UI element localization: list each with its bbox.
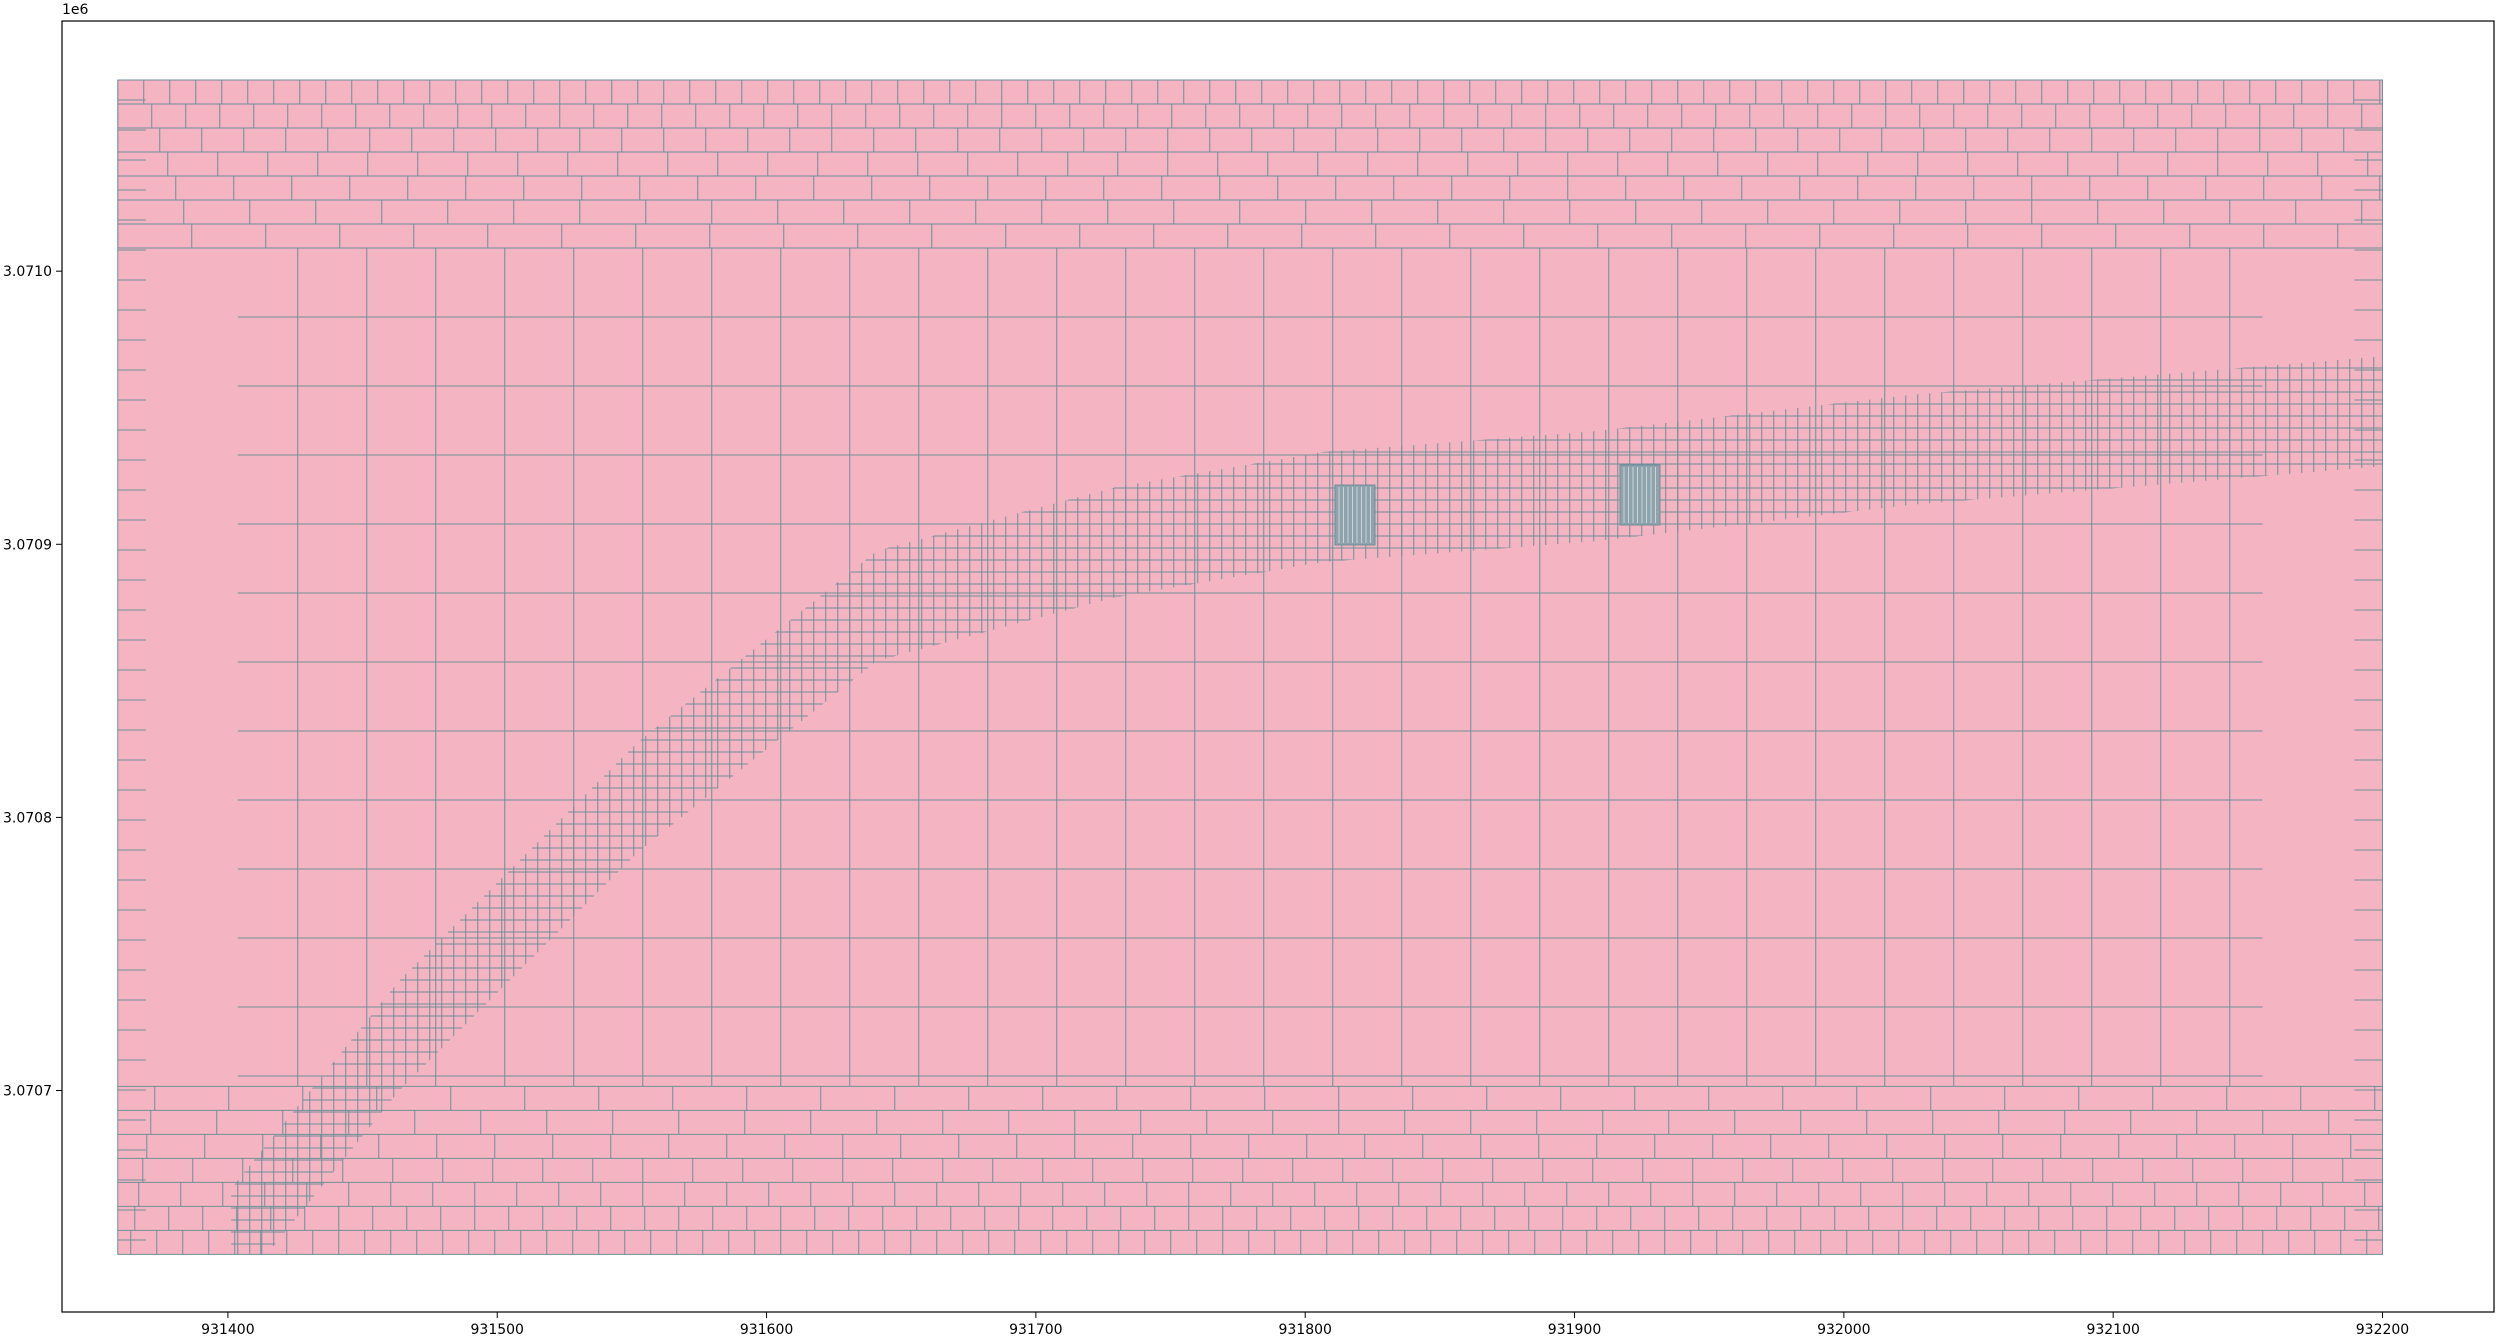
y-offset-label: 1e6: [62, 2, 89, 18]
mesh-cells: [117, 79, 2383, 1255]
x-tick-label: 932000: [1817, 1322, 1870, 1338]
structure-block: [1334, 484, 1376, 546]
mesh-structure: [1334, 484, 1376, 546]
structure-lines: [1338, 487, 1371, 543]
mesh-edges: [117, 79, 2383, 1255]
mesh-structure: [1619, 464, 1661, 526]
x-tick-label: 932100: [2086, 1322, 2139, 1338]
y-tick-label: 3.0707: [3, 1084, 52, 1100]
x-tick-label: 931700: [1009, 1322, 1062, 1338]
x-tick-label: 932200: [2356, 1322, 2409, 1338]
structure-lines: [1623, 467, 1656, 523]
structure-block: [1619, 464, 1661, 526]
y-tick-label: 3.0708: [3, 810, 52, 826]
x-tick-label: 931900: [1548, 1322, 1601, 1338]
y-tick-label: 3.0710: [3, 264, 52, 280]
x-tick-label: 931600: [740, 1322, 793, 1338]
x-tick-label: 931500: [471, 1322, 524, 1338]
y-tick-label: 3.0709: [3, 537, 52, 553]
x-tick-label: 931800: [1278, 1322, 1331, 1338]
mesh: [117, 79, 2383, 1255]
x-tick-label: 931400: [201, 1322, 254, 1338]
axes-frame: [61, 20, 2495, 1313]
mesh-domain: [117, 79, 2383, 1255]
